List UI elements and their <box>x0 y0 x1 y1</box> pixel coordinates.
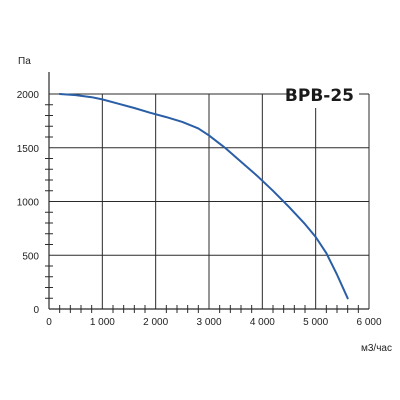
axes <box>45 72 369 313</box>
x-tick-label: 5 000 <box>303 317 328 328</box>
chart-title: ВРВ-25 <box>285 86 354 106</box>
y-tick-label: 500 <box>22 251 39 262</box>
x-tick-label: 2 000 <box>143 317 168 328</box>
series-line <box>58 93 349 300</box>
y-ticks: 0 500 1000 1500 2000 <box>17 90 40 316</box>
y-tick-label: 2000 <box>17 90 40 101</box>
x-ticks: 0 1 000 2 000 3 000 4 000 5 000 6 000 <box>46 317 382 328</box>
title-background <box>287 82 359 108</box>
y-tick-label: 1500 <box>17 144 40 155</box>
x-tick-label: 0 <box>46 317 52 328</box>
y-tick-label: 0 <box>33 305 39 316</box>
x-tick-label: 4 000 <box>250 317 275 328</box>
x-tick-label: 1 000 <box>90 317 115 328</box>
y-tick-label: 1000 <box>17 198 40 209</box>
y-axis-label: Па <box>18 56 31 67</box>
series <box>58 93 349 300</box>
x-tick-label: 6 000 <box>356 317 381 328</box>
x-tick-label: 3 000 <box>196 317 221 328</box>
x-axis-label: м3/час <box>361 343 392 354</box>
grid <box>49 93 370 309</box>
